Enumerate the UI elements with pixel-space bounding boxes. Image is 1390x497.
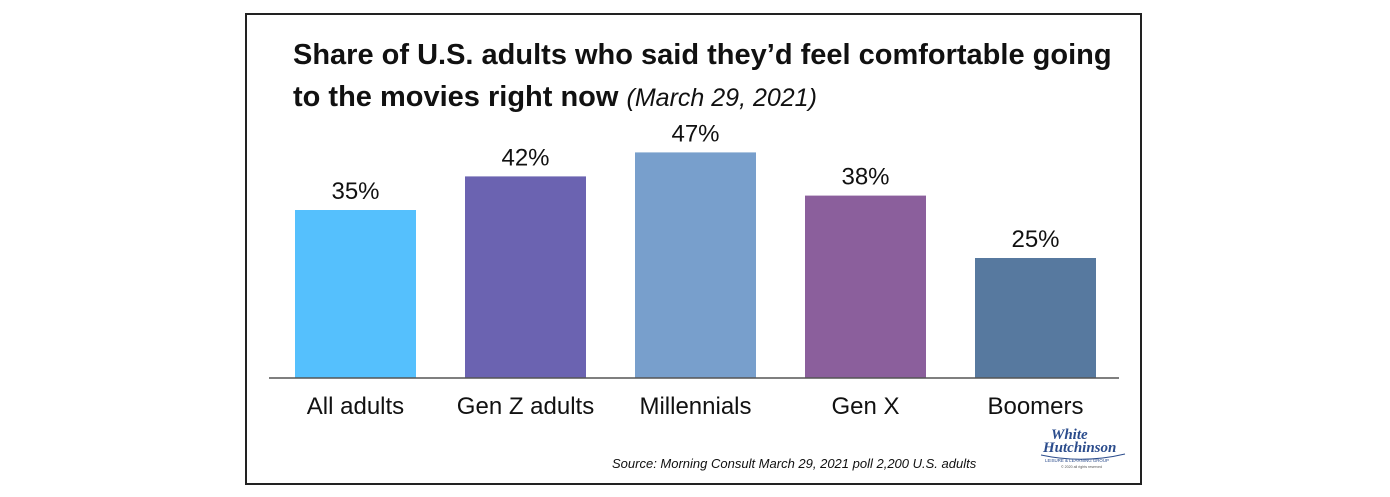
bars-group: 35% 42% 47% 38% 25% <box>295 120 1096 378</box>
data-label-boomers: 25% <box>1011 226 1059 253</box>
chart-title: Share of U.S. adults who said they’d fee… <box>293 34 1113 119</box>
category-label-gen-z-adults: Gen Z adults <box>457 393 594 420</box>
logo-swoosh <box>1040 453 1126 460</box>
logo-tagline: LEISURE & LEARNING GROUP <box>1045 458 1109 463</box>
bar-millennials <box>635 152 756 378</box>
bar-all-adults <box>295 210 416 378</box>
data-label-gen-x: 38% <box>841 164 889 191</box>
category-label-millennials: Millennials <box>639 393 751 420</box>
data-label-all-adults: 35% <box>331 178 379 205</box>
category-labels-group: All adults Gen Z adults Millennials Gen X Bo… <box>307 393 1084 420</box>
data-label-gen-z-adults: 42% <box>501 144 549 171</box>
category-label-boomers: Boomers <box>987 393 1083 420</box>
bar-gen-z-adults <box>465 176 586 378</box>
logo-line1: White <box>1051 427 1088 443</box>
white-hutchinson-logo: White Hutchinson LEISURE & LEARNING GROU… <box>1040 427 1126 469</box>
bar-gen-x <box>805 195 926 378</box>
chart-title-text: Share of U.S. adults who said they’d fee… <box>293 39 1112 113</box>
category-label-gen-x: Gen X <box>831 393 899 420</box>
logo-rights: © 2020 all rights reserved <box>1061 465 1102 469</box>
bar-boomers <box>975 258 1096 378</box>
logo-line2: Hutchinson <box>1042 440 1116 456</box>
source-note: Source: Morning Consult March 29, 2021 p… <box>612 456 977 471</box>
data-label-millennials: 47% <box>671 120 719 147</box>
chart-subtitle: (March 29, 2021) <box>626 84 817 112</box>
category-label-all-adults: All adults <box>307 393 404 420</box>
